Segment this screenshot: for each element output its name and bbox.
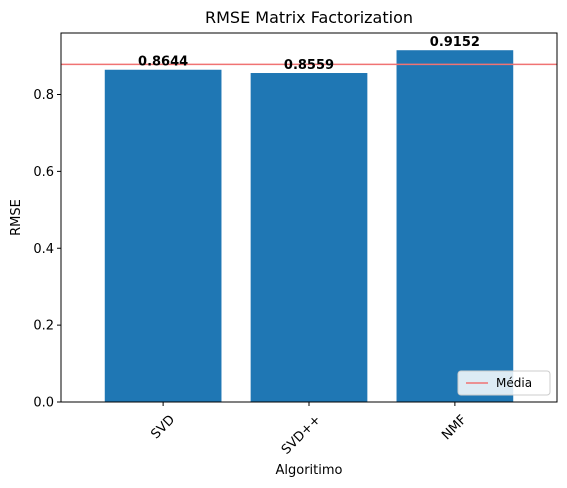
legend: Média: [457, 370, 551, 396]
x-axis-label: Algoritimo: [276, 463, 343, 478]
bar-nmf: [396, 50, 514, 402]
y-tick-label: 0.0: [33, 396, 54, 411]
legend-label-mean: Média: [496, 376, 532, 390]
plot-frame: [60, 32, 558, 403]
data-labels-layer: 0.8644 0.8559 0.9152: [138, 35, 480, 73]
y-tick-label: 0.2: [33, 319, 54, 334]
data-label: 0.9152: [430, 35, 480, 50]
bar-svdplus: [250, 73, 368, 403]
bar-svd: [104, 69, 222, 402]
y-tick-label: 0.4: [33, 242, 54, 257]
y-axis: 0.0 0.2 0.4 0.6 0.8: [33, 88, 61, 411]
bars-layer: [104, 50, 514, 403]
y-tick-label: 0.6: [33, 165, 54, 180]
y-axis-label: RMSE: [9, 199, 24, 236]
data-label: 0.8559: [284, 58, 334, 73]
y-tick-label: 0.8: [33, 88, 54, 103]
data-label: 0.8644: [138, 55, 188, 70]
legend-box: [457, 370, 551, 396]
chart-title: RMSE Matrix Factorization: [205, 8, 413, 27]
